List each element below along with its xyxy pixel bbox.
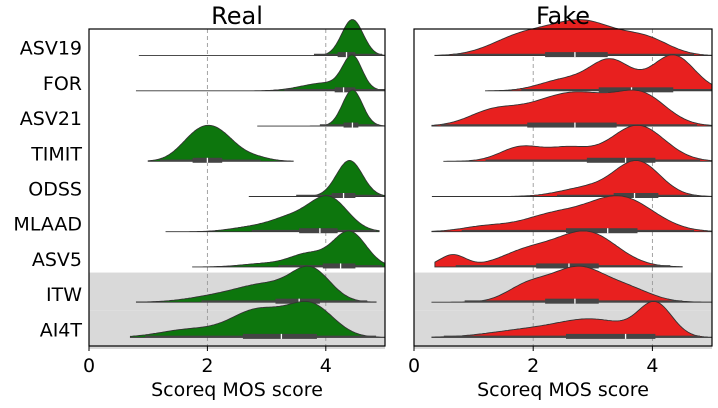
- x-tick-label: 2: [527, 355, 539, 377]
- box-iqr: [586, 157, 656, 163]
- x-tick-label: 0: [83, 355, 95, 377]
- category-label: ITW: [46, 284, 82, 306]
- panel-frame: [413, 28, 713, 347]
- ridge-density: [434, 230, 683, 268]
- category-label: ASV21: [20, 108, 82, 130]
- box-iqr: [536, 263, 599, 269]
- x-tick-label: 4: [320, 355, 332, 377]
- category-label: FOR: [43, 73, 82, 95]
- box-iqr: [334, 87, 356, 93]
- ridge-density: [434, 19, 713, 57]
- x-axis-label: Scoreq MOS score: [151, 379, 323, 401]
- box-iqr: [322, 263, 356, 269]
- box-iqr: [343, 122, 359, 128]
- panel-frame: [88, 28, 386, 347]
- box-iqr: [545, 298, 599, 304]
- category-label: TIMIT: [30, 143, 82, 165]
- panel-title: Fake: [536, 2, 590, 30]
- ridge-density: [431, 195, 713, 233]
- ridge-density: [135, 265, 377, 303]
- x-tick-label: 0: [408, 355, 420, 377]
- ridge-density: [135, 54, 386, 92]
- ridge-density: [129, 300, 386, 338]
- box-iqr: [565, 228, 638, 234]
- x-axis-label: Scoreq MOS score: [477, 379, 649, 401]
- ridge-density: [192, 230, 386, 268]
- ridge-density: [257, 89, 386, 127]
- x-tick-label: 4: [646, 355, 658, 377]
- category-label: ASV19: [20, 38, 82, 60]
- ridge-density: [165, 195, 380, 233]
- category-label: MLAAD: [13, 214, 82, 236]
- ridge-density: [147, 124, 294, 162]
- category-label: ODSS: [28, 179, 82, 201]
- box-iqr: [299, 228, 338, 234]
- x-tick-label: 2: [201, 355, 213, 377]
- ridge-density: [431, 89, 713, 127]
- box-iqr: [545, 52, 608, 58]
- box-iqr: [565, 333, 656, 339]
- panel-title: Real: [211, 2, 263, 30]
- ridge-density: [431, 160, 713, 197]
- box-iqr: [527, 122, 617, 128]
- category-label: ASV5: [32, 249, 82, 271]
- ridge-density: [138, 19, 386, 57]
- box-iqr: [242, 333, 317, 339]
- box-iqr: [613, 193, 659, 198]
- ridge-density: [248, 160, 386, 197]
- ridge-density: [431, 300, 713, 338]
- ridge-density: [485, 54, 713, 92]
- box-iqr: [275, 298, 320, 304]
- ridge-density: [443, 124, 713, 162]
- box-iqr: [598, 87, 674, 93]
- category-label: AI4T: [40, 319, 83, 341]
